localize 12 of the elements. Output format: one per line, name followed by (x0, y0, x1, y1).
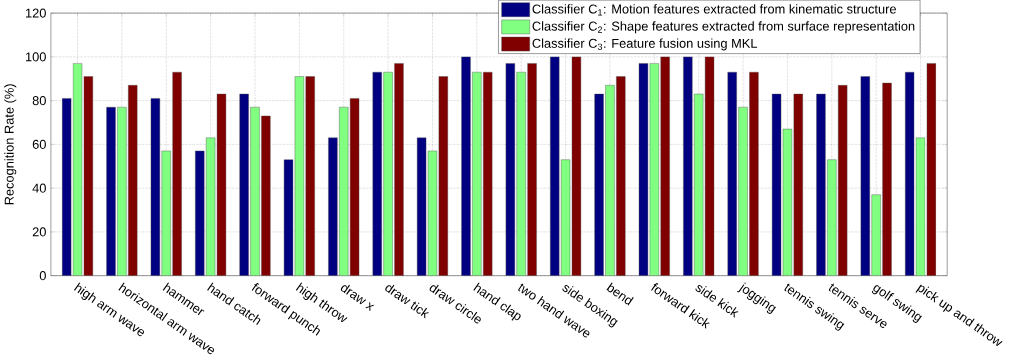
legend-label: Classifier C$_{3}$: Feature fusion using MKL (532, 38, 758, 51)
y-tick-label: 120 (25, 8, 46, 18)
y-tick-label: 40 (32, 183, 46, 193)
y-axis-title: Recognition Rate (%) (4, 84, 17, 205)
legend-label: Classifier C$_{2}$: Shape features extracted from surface representation (532, 21, 915, 34)
y-tick-label: 0 (39, 270, 46, 280)
y-tick-label: 80 (32, 95, 46, 105)
x-tick-label: draw tick (385, 284, 430, 319)
legend-label: Classifier C$_{1}$: Motion features extracted from kinematic structure (532, 3, 896, 16)
y-tick-label: 20 (32, 227, 46, 237)
y-tick-label: 100 (25, 52, 46, 62)
y-tick-label: 60 (32, 139, 46, 149)
